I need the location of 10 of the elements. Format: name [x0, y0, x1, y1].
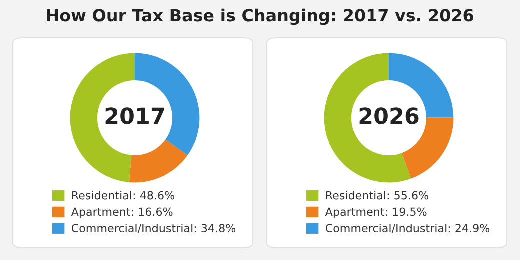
legend-label: Residential: 48.6% [72, 191, 174, 200]
legend-label: Commercial/Industrial: 24.9% [326, 224, 490, 234]
donut-slice [129, 140, 188, 183]
legend-label: Apartment: 16.6% [71, 208, 173, 218]
legend-label: Commercial/Industrial: 34.8% [72, 224, 236, 234]
legend-label: Apartment: 19.5% [325, 208, 427, 218]
text: 2026 [360, 108, 419, 124]
legend-label: Residential: 55.6% [326, 191, 428, 200]
text: 2017 [106, 108, 164, 124]
chart-title: How Our Tax Base is Changing: 2017 vs. 2026 [47, 8, 474, 26]
